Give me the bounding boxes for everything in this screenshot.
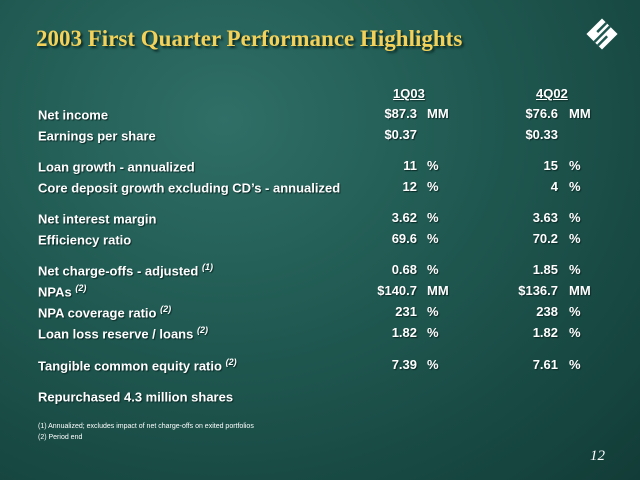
- row-label: NPAs (2): [38, 283, 87, 300]
- value-4q02: $0.33: [525, 127, 558, 142]
- column-header-4q02: 4Q02: [536, 86, 568, 101]
- unit-4q02: %: [569, 231, 581, 246]
- value-1q03: $140.7: [377, 283, 417, 298]
- unit-1q03: %: [427, 357, 439, 372]
- row-label: NPA coverage ratio (2): [38, 304, 172, 321]
- table-row: Efficiency ratio 69.6 % 70.2 %: [0, 231, 640, 251]
- table-row: Net interest margin 3.62 % 3.63 %: [0, 210, 640, 230]
- value-1q03: 3.62: [391, 210, 417, 225]
- column-header-1q03: 1Q03: [393, 86, 425, 101]
- unit-1q03: %: [427, 231, 439, 246]
- value-4q02: 1.85: [532, 262, 558, 277]
- page-number: 12: [590, 448, 605, 464]
- value-4q02: 3.63: [532, 210, 558, 225]
- footnote: (1) Annualized; excludes impact of net c…: [38, 423, 254, 430]
- unit-4q02: %: [569, 325, 581, 340]
- value-1q03: 1.82: [391, 325, 417, 340]
- value-4q02: 1.82: [532, 325, 558, 340]
- table-row: NPA coverage ratio (2) 231 % 238 %: [0, 304, 640, 324]
- value-1q03: 231: [395, 304, 417, 319]
- row-label: Repurchased 4.3 million shares: [38, 389, 234, 405]
- table-row: Net income $87.3 MM $76.6 MM: [0, 106, 640, 126]
- value-4q02: 70.2: [532, 231, 558, 246]
- table-row: NPAs (2) $140.7 MM $136.7 MM: [0, 283, 640, 303]
- slide-title: 2003 First Quarter Performance Highlight…: [36, 26, 463, 51]
- value-4q02: 4: [550, 179, 558, 194]
- unit-1q03: %: [427, 262, 439, 277]
- unit-1q03: %: [427, 304, 439, 319]
- row-label: Earnings per share: [38, 128, 156, 144]
- huntington-logo-icon: [586, 18, 618, 50]
- row-label: Efficiency ratio: [38, 232, 132, 248]
- unit-1q03: %: [427, 179, 439, 194]
- table-row: Loan loss reserve / loans (2) 1.82 % 1.8…: [0, 325, 640, 345]
- unit-1q03: %: [427, 158, 439, 173]
- unit-4q02: %: [569, 357, 581, 372]
- row-label: Net interest margin: [38, 211, 157, 227]
- value-1q03: 0.68: [391, 262, 417, 277]
- table-row: Loan growth - annualized 11 % 15 %: [0, 158, 640, 178]
- table-row: Core deposit growth excluding CD’s - ann…: [0, 179, 640, 199]
- unit-4q02: %: [569, 304, 581, 319]
- unit-1q03: %: [427, 210, 439, 225]
- value-1q03: $0.37: [384, 127, 417, 142]
- unit-4q02: %: [569, 158, 581, 173]
- table-row: Net charge-offs - adjusted (1) 0.68 % 1.…: [0, 262, 640, 282]
- value-1q03: $87.3: [384, 106, 417, 121]
- row-label: Net income: [38, 107, 109, 123]
- value-4q02: $76.6: [525, 106, 558, 121]
- table-row: Earnings per share $0.37 $0.33: [0, 127, 640, 147]
- table-row: Tangible common equity ratio (2) 7.39 % …: [0, 357, 640, 377]
- unit-4q02: %: [569, 262, 581, 277]
- unit-4q02: %: [569, 210, 581, 225]
- value-4q02: 238: [536, 304, 558, 319]
- value-4q02: 7.61: [532, 357, 558, 372]
- value-4q02: $136.7: [518, 283, 558, 298]
- unit-4q02: MM: [569, 106, 591, 121]
- row-label: Core deposit growth excluding CD’s - ann…: [38, 180, 341, 196]
- unit-1q03: %: [427, 325, 439, 340]
- unit-1q03: MM: [427, 106, 449, 121]
- row-label: Loan growth - annualized: [38, 159, 195, 175]
- value-1q03: 69.6: [391, 231, 417, 246]
- footnote: (2) Period end: [38, 434, 83, 441]
- table-row: Repurchased 4.3 million shares: [0, 388, 640, 408]
- value-1q03: 7.39: [391, 357, 417, 372]
- row-label: Loan loss reserve / loans (2): [38, 325, 208, 342]
- unit-4q02: %: [569, 179, 581, 194]
- row-label: Tangible common equity ratio (2): [38, 357, 237, 374]
- value-4q02: 15: [543, 158, 558, 173]
- unit-1q03: MM: [427, 283, 449, 298]
- row-label: Net charge-offs - adjusted (1): [38, 262, 213, 279]
- unit-4q02: MM: [569, 283, 591, 298]
- value-1q03: 11: [403, 158, 417, 173]
- value-1q03: 12: [402, 179, 417, 194]
